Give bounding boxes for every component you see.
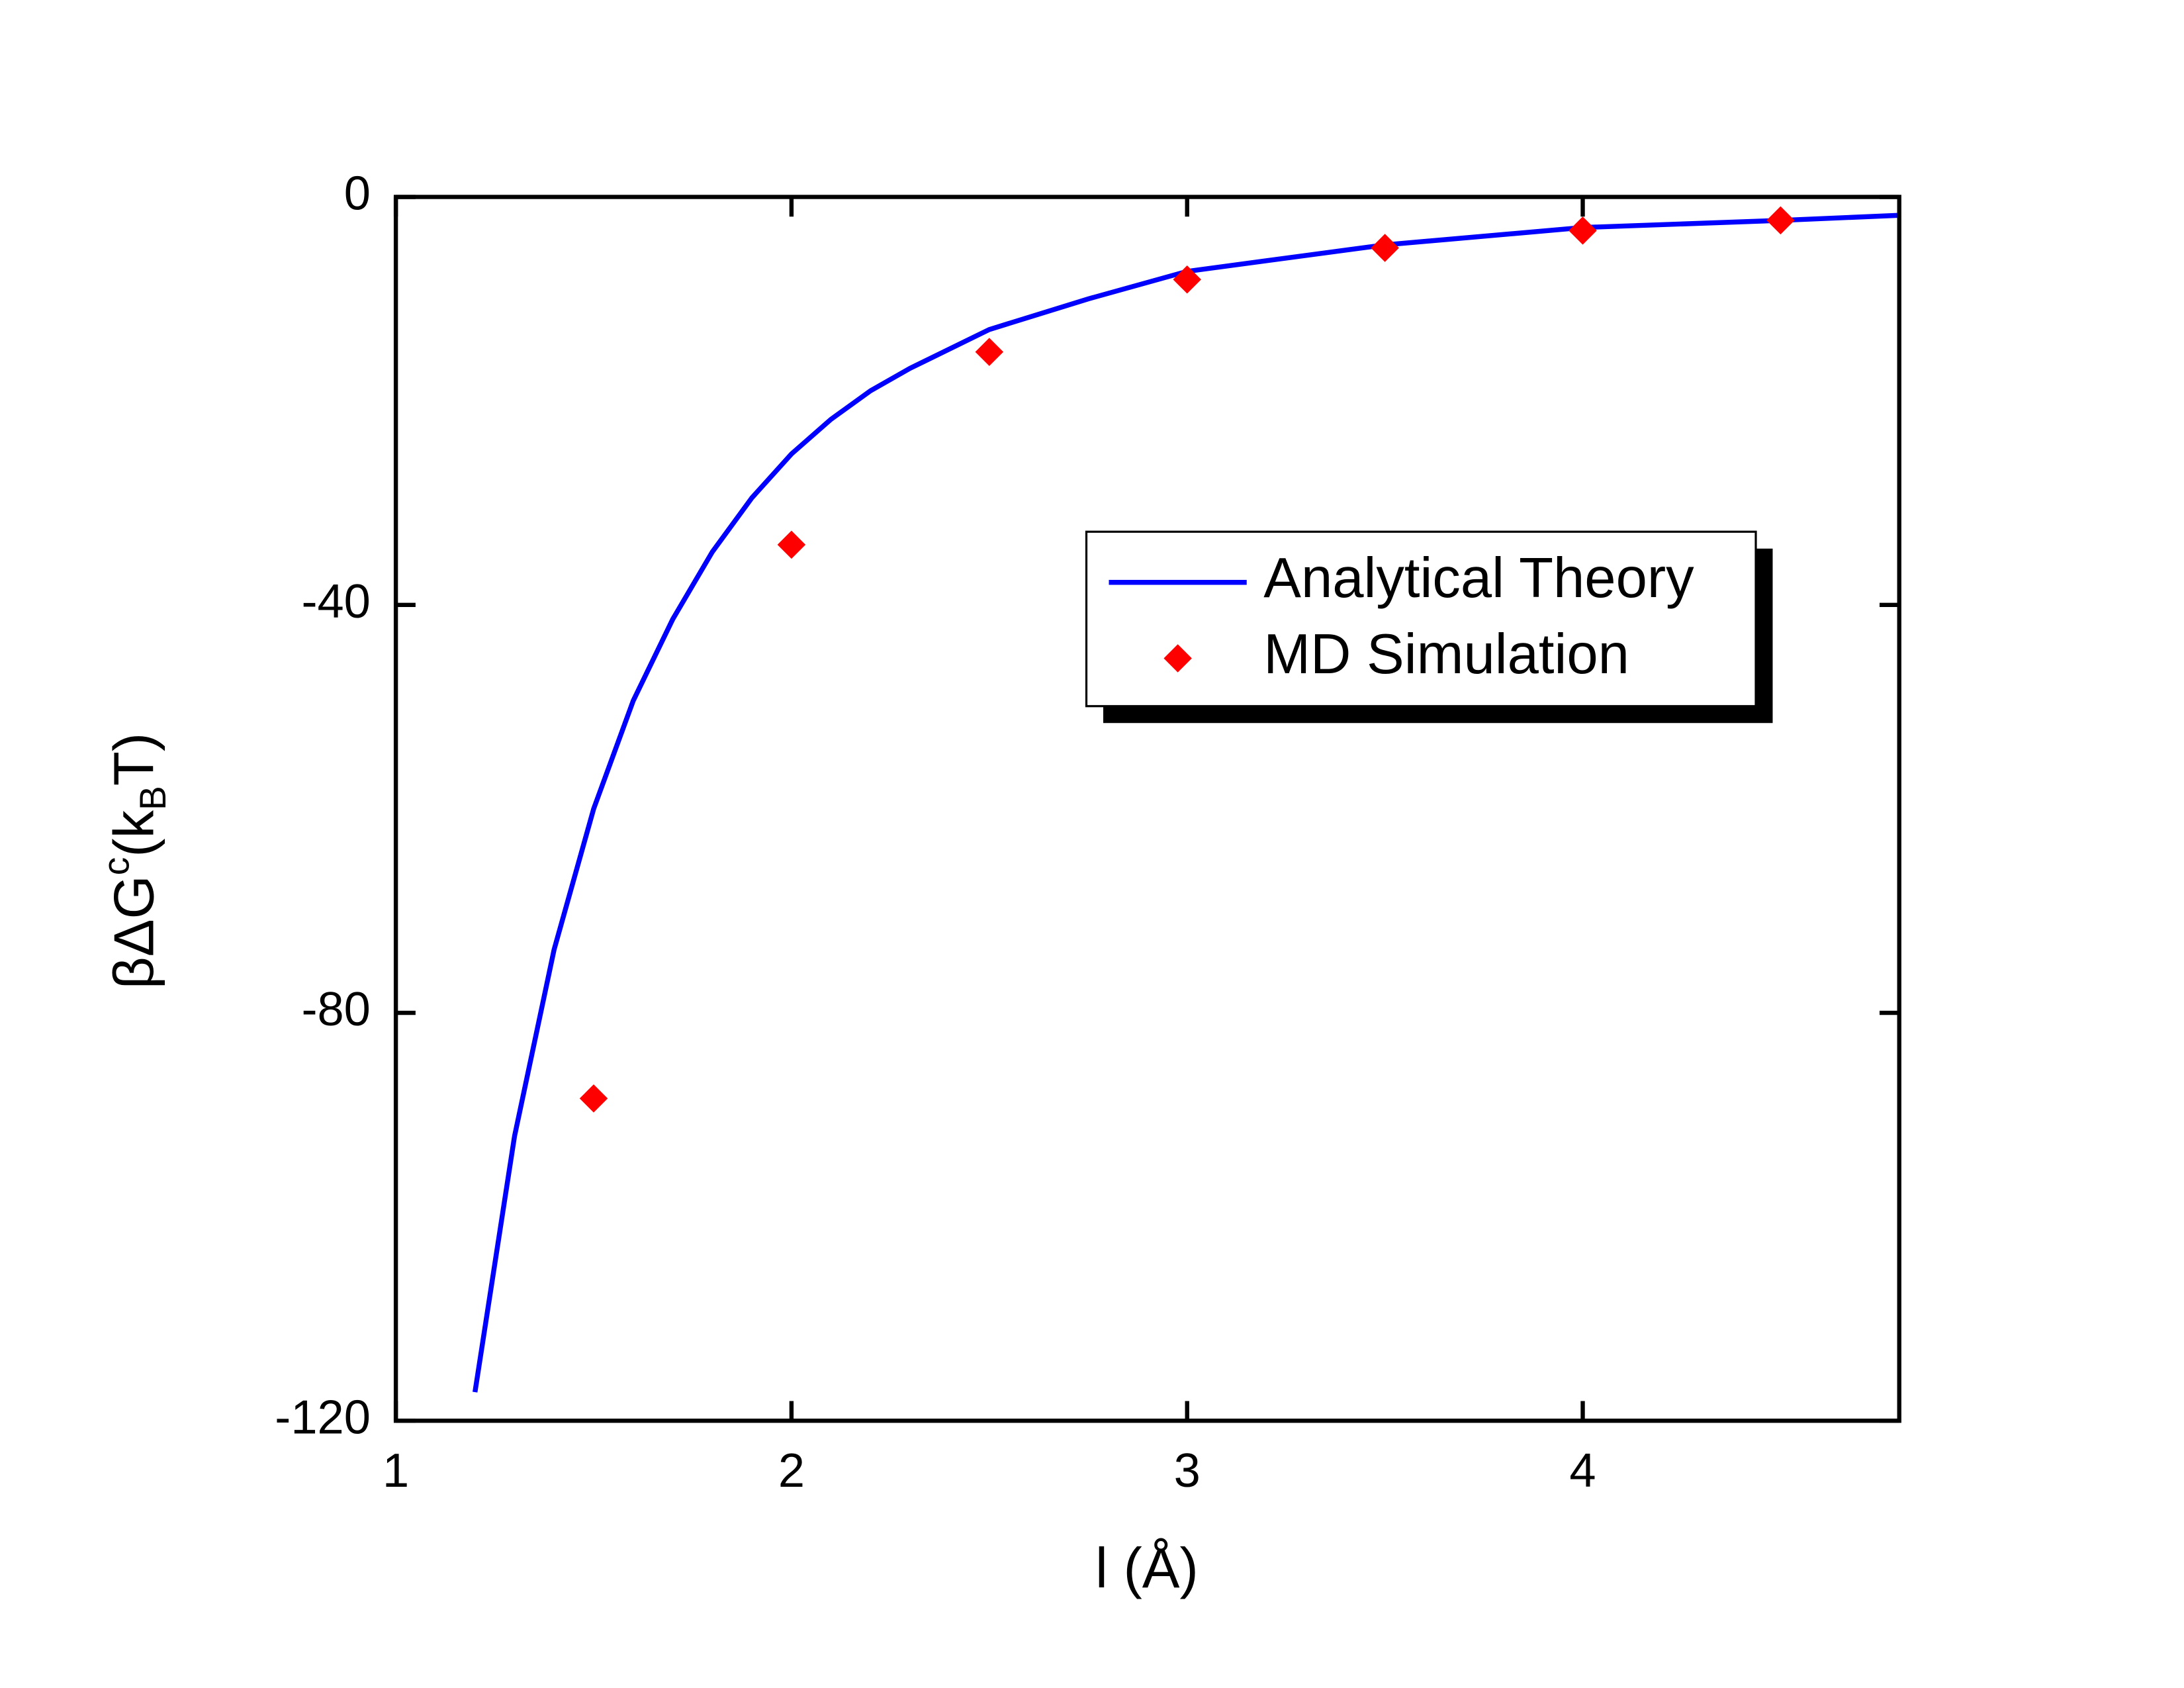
plot-frame: [393, 195, 1901, 1423]
legend-label: MD Simulation: [1263, 623, 1629, 686]
legend-label: Analytical Theory: [1263, 547, 1694, 610]
y-tick-label: -80: [301, 983, 370, 1036]
y-label-sup: c: [95, 857, 136, 876]
y-label-part: T): [103, 733, 166, 786]
data-point: [1766, 206, 1795, 235]
y-axis-label: βΔGc(kBT): [95, 733, 173, 989]
y-tick-label: -120: [275, 1391, 371, 1444]
x-tick-label: 1: [383, 1444, 409, 1497]
y-tick-label: -40: [301, 575, 370, 628]
data-point: [1569, 216, 1597, 245]
x-tick-label: 3: [1174, 1444, 1201, 1497]
data-point: [777, 530, 806, 559]
data-point: [975, 338, 1004, 366]
x-tick-label: 2: [778, 1444, 805, 1497]
legend-swatch: [1163, 644, 1192, 673]
x-tick-label: 4: [1569, 1444, 1596, 1497]
data-point: [1173, 265, 1201, 294]
data-point: [579, 1084, 608, 1113]
y-label-part: βΔG: [103, 875, 166, 989]
data-point: [1371, 234, 1399, 262]
legend-box: [1085, 530, 1757, 708]
y-label-part: (k: [103, 810, 166, 857]
y-label-sub: B: [132, 786, 173, 810]
y-tick-label: 0: [344, 167, 371, 220]
x-axis-label: l (Å): [1095, 1537, 1199, 1600]
